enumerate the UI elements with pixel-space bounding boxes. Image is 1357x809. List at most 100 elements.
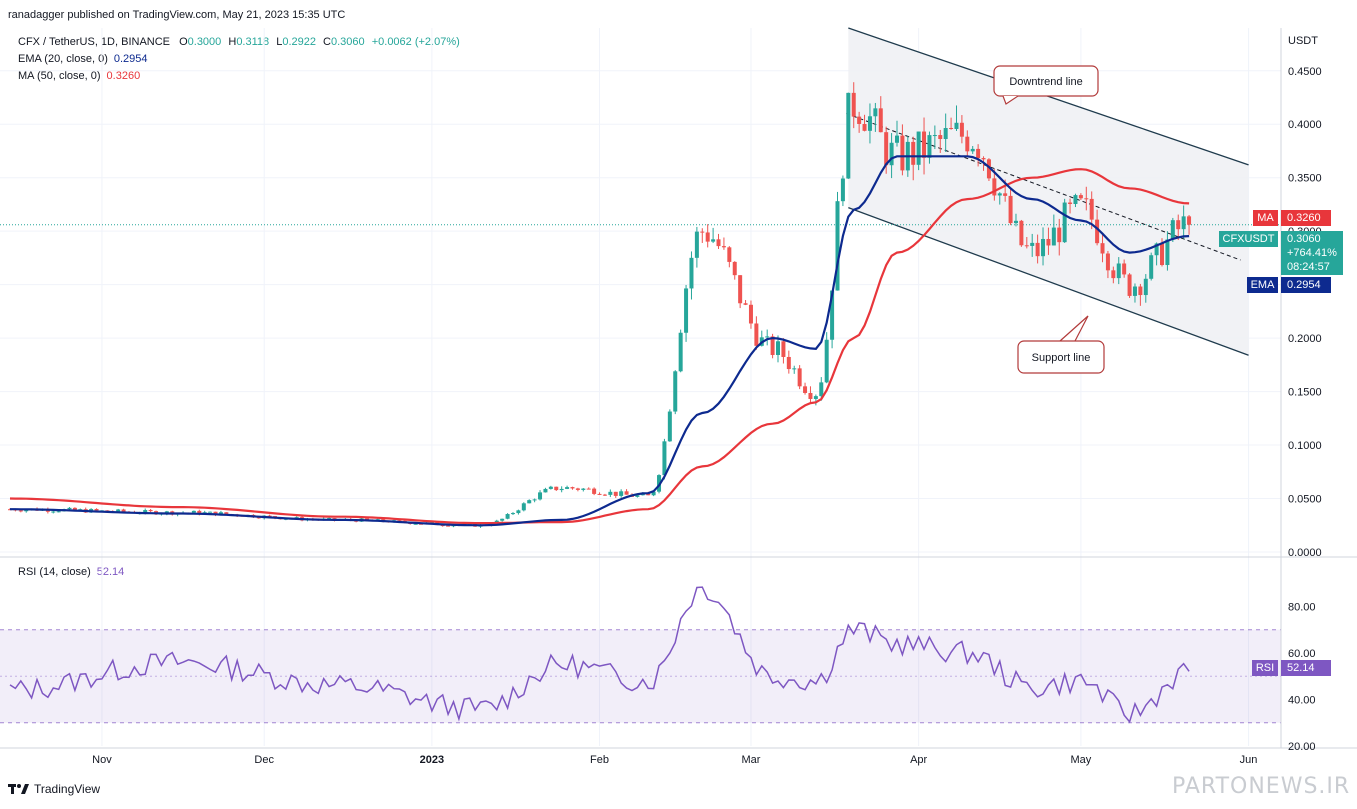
candle-down (1127, 274, 1132, 296)
candle-down (256, 517, 261, 519)
price-tick-label: 0.3500 (1288, 173, 1322, 185)
candle-down (949, 128, 954, 130)
time-tick-label: Dec (254, 754, 274, 766)
candle-down (900, 135, 905, 171)
candle-down (613, 491, 618, 496)
candle-up (1041, 238, 1046, 257)
bar-countdown: 08:24:57 (1287, 261, 1330, 273)
time-tick-label: Jun (1240, 754, 1258, 766)
candle-down (727, 247, 732, 262)
candle-up (819, 382, 824, 397)
candle-down (575, 488, 580, 490)
candle-down (1100, 243, 1105, 254)
candle-up (651, 491, 656, 496)
ema-legend: EMA (20, close, 0) 0.2954 (18, 53, 148, 65)
candle-up (662, 441, 667, 476)
candle-up (565, 487, 570, 489)
candle-up (521, 503, 526, 511)
candle-down (554, 486, 559, 491)
support-annotation: Support line (1017, 315, 1105, 374)
candle-down (624, 491, 629, 495)
candle-up (1013, 220, 1018, 224)
last-price-value: 0.3060 (1287, 233, 1321, 245)
symbol-name: CFX / TetherUS, 1D, BINANCE (18, 36, 171, 48)
candle-down (797, 368, 802, 387)
candle-down (197, 510, 202, 515)
time-axis[interactable]: Nov Dec 2023 Feb Mar Apr May Jun (92, 754, 1257, 766)
candle-down (700, 231, 705, 233)
time-tick-label: Apr (910, 754, 927, 766)
candle-down (1089, 198, 1094, 220)
rsi-legend-label: RSI (14, close) (18, 566, 91, 578)
candle-up (1116, 263, 1121, 279)
candle-up (943, 128, 948, 140)
time-tick-label: Mar (741, 754, 760, 766)
rsi-tick-label: 80.00 (1288, 602, 1316, 614)
candle-up (824, 339, 829, 383)
candle-up (776, 341, 781, 355)
tradingview-brand[interactable]: TradingView (8, 782, 100, 796)
candle-up (873, 108, 878, 117)
candle-up (997, 193, 1002, 196)
candle-down (716, 239, 721, 247)
rsi-tag-value: 52.14 (1287, 662, 1315, 674)
tradingview-logo-icon (8, 784, 29, 794)
ma-legend-label: MA (50, close, 0) (18, 70, 101, 82)
ema-tag-value-box: 0.2954 (1281, 277, 1331, 293)
candle-down (808, 392, 813, 399)
ema-tag-value: 0.2954 (1287, 279, 1321, 291)
candle-up (51, 511, 56, 513)
downtrend-annotation: Downtrend line (993, 65, 1099, 105)
price-axis[interactable]: 0.45000.40000.35000.30000.25000.20000.15… (1288, 66, 1322, 559)
candle-down (976, 148, 981, 159)
open-label: O (179, 36, 188, 48)
candle-up (1170, 220, 1175, 240)
rsi-legend-value: 52.14 (96, 566, 125, 578)
price-tick-label: 0.1500 (1288, 387, 1322, 399)
ma-tag-value-box: 0.3260 (1281, 210, 1331, 226)
candle-up (835, 201, 840, 291)
candle-down (705, 232, 710, 242)
time-tick-label: May (1070, 754, 1091, 766)
price-tick-label: 0.0000 (1288, 547, 1322, 559)
low-value: 0.2922 (282, 36, 316, 48)
candle-up (1051, 227, 1056, 246)
rsi-tick-label: 40.00 (1288, 695, 1316, 707)
candle-down (803, 386, 808, 393)
candle-up (711, 239, 716, 242)
change-value: +0.0062 (+2.07%) (371, 36, 460, 48)
ema-tag-label-box: EMA (1247, 277, 1278, 293)
candle-up (889, 142, 894, 166)
candle-up (894, 135, 899, 143)
candle-down (1160, 243, 1165, 266)
candle-down (959, 122, 964, 137)
candle-down (1078, 195, 1083, 199)
close-value: 0.3060 (331, 36, 365, 48)
ema-legend-value: 0.2954 (113, 53, 148, 65)
ma-tag-label: MA (1257, 212, 1274, 224)
candle-down (922, 131, 927, 158)
candle-up (689, 257, 694, 289)
rsi-line (9, 586, 1190, 724)
candle-down (884, 132, 889, 166)
candle-down (1003, 193, 1008, 196)
candle-down (786, 356, 791, 370)
candle-down (938, 135, 943, 140)
candle-down (1187, 216, 1192, 225)
descending-channel-fill (848, 28, 1249, 356)
candle-down (267, 515, 272, 517)
candle-up (505, 514, 510, 519)
candle-down (1057, 227, 1062, 243)
candle-down (1024, 245, 1029, 247)
candle-down (781, 341, 786, 357)
candle-down (94, 508, 99, 511)
ma-tag-value: 0.3260 (1287, 212, 1321, 224)
time-tick-label: Nov (92, 754, 112, 766)
open-value: 0.3000 (187, 36, 222, 48)
rsi-axis[interactable]: 80.00 60.00 40.00 20.00 (1288, 602, 1316, 754)
candle-down (862, 123, 867, 131)
candle-down (738, 275, 743, 304)
symbol-legend: CFX / TetherUS, 1D, BINANCE O0.3000 H0.3… (18, 36, 460, 48)
rsi-tag-label: RSI (1255, 662, 1275, 674)
